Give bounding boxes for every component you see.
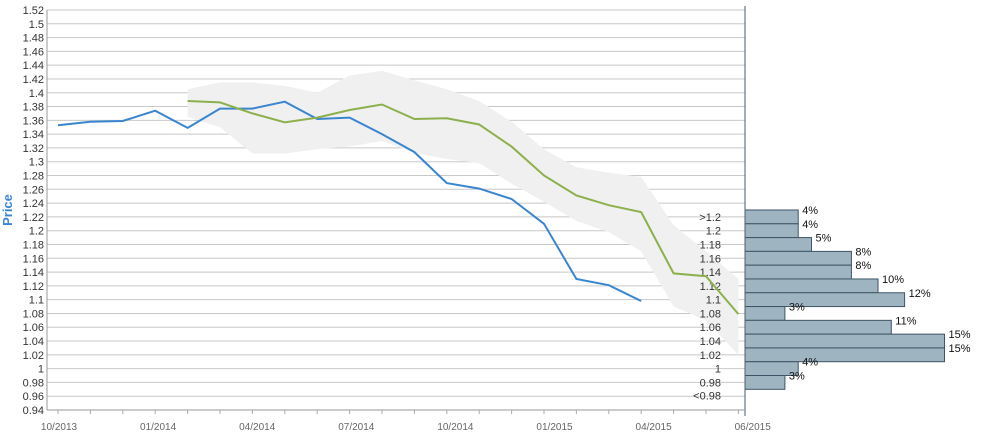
x-tick-label: 10/2013 [41,422,78,433]
histogram-bar-value: 8% [855,246,871,258]
y-tick-label: 0.94 [23,405,44,417]
forecast-band-layer [187,70,739,355]
y-tick-label: 1.32 [23,143,44,155]
y-tick-label: 1.48 [23,33,44,45]
histogram-bar [744,292,906,308]
histogram-bar [744,347,945,363]
y-tick-label: 1.24 [23,198,44,210]
histogram-bar-value: 11% [895,315,916,327]
histogram-bin-label: >1.2 [699,212,721,224]
y-tick-label: 1.12 [23,281,44,293]
y-tick-label: 1.02 [23,350,44,362]
histogram-bar [744,237,812,252]
histogram-bin-label: 1 [715,364,721,376]
y-tick-label: 1.4 [29,88,44,100]
histogram-bar [744,333,945,349]
histogram-layer: >1.24%1.24%1.185%1.168%1.148%1.1210%1.11… [693,205,971,402]
y-tick-label: 1.04 [23,336,44,348]
histogram-bar [744,264,852,280]
histogram-bin-label: 1.14 [700,267,721,279]
y-tick-label: 1 [38,364,44,376]
axes [46,6,746,416]
forecast-price-line [187,100,740,315]
histogram-bin-label: <0.98 [693,390,721,402]
histogram-bar [744,223,799,239]
y-tick-label: 1.46 [23,46,44,58]
y-axis-title: Price [0,194,15,226]
y-tick-label: 1.34 [23,129,44,141]
x-tick-label: 01/2015 [536,422,573,433]
histogram-bar-value: 3% [789,371,805,383]
histogram-bin-label: 1.12 [700,281,721,293]
histogram-bin-label: 1.02 [700,350,721,362]
histogram-bin-label: 0.98 [700,377,721,389]
y-tick-label: 1.16 [23,253,44,265]
histogram-bar-value: 8% [855,260,871,272]
actual-price-line [57,100,642,302]
x-tick-label: 10/2014 [437,422,474,433]
y-tick-label: 1.52 [23,5,44,17]
histogram-bar [744,209,799,225]
histogram-bin-label: 1.04 [700,336,721,348]
histogram-bar-value: 15% [949,343,971,355]
y-tick-label: 1.2 [29,226,44,238]
y-tick-label: 1.18 [23,239,44,251]
y-tick-label: 1.06 [23,322,44,334]
y-tick-label: 1.42 [23,74,44,86]
histogram-bin-label: 1.2 [706,226,721,238]
x-tick-label: 01/2014 [140,422,177,433]
x-tick-label: 04/2014 [239,422,276,433]
histogram-bar-value: 5% [816,233,832,245]
y-tick-label: 1.44 [23,60,44,72]
tick-labels: 0.940.960.9811.021.041.061.081.11.121.14… [23,5,772,433]
histogram-bar [744,278,879,294]
histogram-bar [744,250,852,266]
y-tick-label: 0.96 [23,391,44,403]
x-tick-label: 04/2015 [636,422,673,433]
histogram-bar-value: 15% [949,329,971,341]
y-tick-label: 1.5 [29,19,44,31]
histogram-bin-label: 1.08 [700,308,721,320]
histogram-bar-value: 3% [789,302,805,314]
y-tick-label: 1.36 [23,115,44,127]
y-tick-label: 0.98 [23,377,44,389]
y-tick-label: 1.3 [29,157,44,169]
histogram-bar [744,375,786,390]
histogram-bar [744,319,892,335]
histogram-bar [744,306,786,321]
series-layer [57,100,740,315]
y-tick-label: 1.28 [23,171,44,183]
histogram-bar-value: 4% [802,219,818,231]
histogram-bin-label: 1.1 [706,295,721,307]
histogram-bar-value: 12% [909,288,931,300]
histogram-bin-label: 1.16 [700,253,721,265]
y-tick-label: 1.08 [23,308,44,320]
forecast-band [187,70,739,355]
y-tick-label: 1.1 [29,295,44,307]
x-tick-label: 06/2015 [735,422,772,433]
histogram-bin-label: 1.06 [700,322,721,334]
histogram-bin-label: 1.18 [700,239,721,251]
histogram-bar-value: 10% [882,274,904,286]
y-tick-label: 1.26 [23,184,44,196]
y-tick-label: 1.14 [23,267,44,279]
histogram-bar-value: 4% [802,205,818,217]
y-tick-label: 1.38 [23,102,44,114]
y-tick-label: 1.22 [23,212,44,224]
histogram-bar-value: 4% [802,357,818,369]
x-tick-label: 07/2014 [338,422,375,433]
